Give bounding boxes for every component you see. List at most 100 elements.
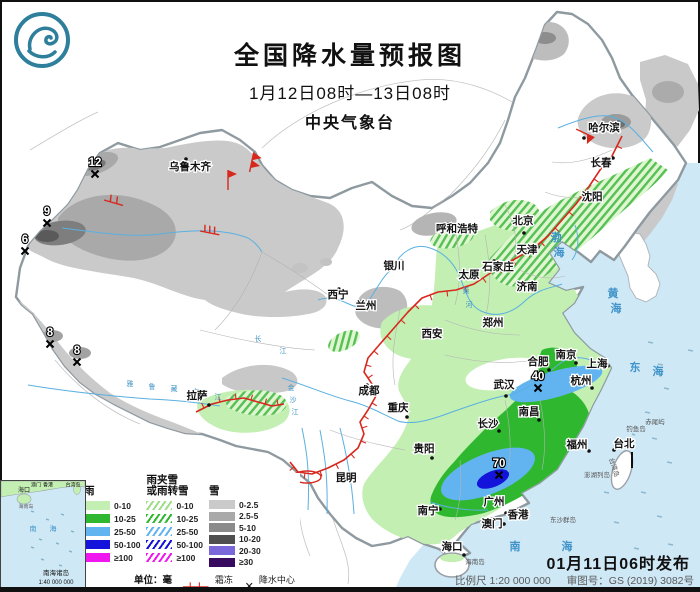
- legend-swatch: [84, 501, 110, 510]
- city-label: 海口: [442, 540, 463, 553]
- precip-center-mark: [72, 357, 82, 367]
- map-scale: 比例尺 1:20 000 000: [455, 575, 551, 587]
- wind-barb-icon: [227, 170, 237, 190]
- frost-tick: [482, 277, 487, 283]
- legend-swatch: [146, 540, 173, 549]
- frost-tick: [373, 387, 380, 391]
- frost-line: [289, 135, 623, 475]
- frost-tick: [264, 398, 268, 405]
- sea-label: 黄: [608, 286, 621, 300]
- city-label: 台北: [614, 437, 635, 450]
- city-label: 银川: [384, 259, 405, 272]
- center-value-icon: ✕: [245, 580, 254, 592]
- river-label: 藏: [171, 384, 178, 393]
- river-label: 黄: [463, 286, 470, 295]
- city-label: 拉萨: [187, 389, 208, 402]
- legend-range-label: ≥30: [238, 557, 254, 568]
- inset-hongkong-label: 香港: [43, 482, 53, 489]
- city-label: 石家庄: [481, 260, 514, 273]
- legend-range-label: 50-100: [114, 539, 141, 550]
- city-dot: [590, 386, 594, 390]
- frost-tick: [201, 402, 205, 409]
- legend-range-label: 5-10: [238, 522, 256, 533]
- city-label: 重庆: [388, 401, 409, 414]
- sea-label: 海: [562, 539, 575, 553]
- city-dot: [365, 383, 369, 387]
- swan-icon: [27, 26, 59, 51]
- wind-barb-icon: [103, 194, 124, 207]
- frost-tick: [303, 472, 306, 479]
- legend-swatch: [208, 546, 235, 556]
- frost-tick: [616, 145, 623, 149]
- city-dot: [430, 456, 434, 460]
- frost-tick: [526, 251, 531, 258]
- river-label: 长: [255, 334, 262, 343]
- island-label: 澎湖列岛: [584, 470, 610, 479]
- legend-group-title: 雪: [208, 485, 220, 497]
- island-label: 钓鱼岛: [626, 424, 646, 433]
- sea-label: 海: [611, 301, 624, 315]
- precip-center-value: 9: [44, 206, 50, 218]
- city-label: 太原: [458, 268, 480, 281]
- legend-swatch: [208, 523, 235, 533]
- precip-center-mark: [494, 470, 504, 480]
- islands: [434, 341, 694, 578]
- frost-tick: [581, 195, 587, 200]
- inset-islands-label: 南海诸岛: [43, 568, 69, 577]
- legend-swatch: [146, 501, 173, 510]
- city-dot: [438, 507, 442, 511]
- river-label: 河: [466, 301, 473, 309]
- city-dot: [519, 281, 523, 285]
- legend-swatch: [84, 553, 110, 562]
- cma-logo: [10, 8, 74, 72]
- precip-center-mark: [42, 218, 52, 228]
- city-dot: [207, 403, 211, 407]
- city-dot: [337, 287, 341, 291]
- city-label: 郑州: [483, 316, 504, 329]
- city-label: 南京: [556, 348, 577, 361]
- legend-range-label: 25-50: [176, 526, 199, 537]
- frost-tick: [554, 227, 560, 233]
- legend-swatch: [208, 534, 235, 544]
- legend-item: ≥30: [208, 557, 261, 569]
- frost-tick: [446, 290, 449, 297]
- precip-center-value: 8: [47, 327, 54, 339]
- legend-item: 0-10: [146, 499, 202, 512]
- island-label: 东沙群岛: [550, 515, 576, 524]
- province-borders: [199, 119, 613, 521]
- frost-tick: [234, 393, 237, 400]
- city-dot: [497, 429, 501, 433]
- city-label: 济南: [517, 280, 538, 293]
- frost-tick: [360, 440, 367, 444]
- city-label: 澳门: [482, 517, 503, 530]
- city-dot: [611, 156, 615, 160]
- legend-swatch: [84, 514, 110, 523]
- city-dot: [612, 448, 616, 452]
- legend-item: 20-30: [208, 545, 261, 557]
- precip-center-value: 40: [532, 371, 545, 383]
- legend-range-label: 10-25: [176, 513, 199, 524]
- inset-hainan-label: 海南岛: [18, 503, 33, 510]
- frost-tick: [350, 453, 355, 459]
- island-label: 海南岛: [465, 557, 485, 566]
- wind-barb-icon: [575, 128, 595, 145]
- city-label: 杭州: [571, 374, 592, 387]
- legend-swatch: [146, 553, 173, 562]
- legend-item: 50-100: [146, 538, 203, 551]
- frost-tick: [605, 162, 611, 167]
- river-label: 雅: [127, 379, 134, 388]
- city-dot: [502, 522, 506, 526]
- wind-barb-layer: [103, 128, 595, 236]
- frost-tick: [289, 466, 295, 471]
- legend-item: 25-50: [84, 525, 140, 538]
- legend-group: 雪 0-2.5 2.5-5 5-10 10-20 20-30 ≥30: [208, 473, 261, 569]
- city-dot: [599, 190, 603, 194]
- frost-tick: [593, 178, 599, 183]
- precip-center-mark: [90, 169, 100, 179]
- sea-label: 海: [653, 364, 666, 378]
- legend-swatch: [146, 527, 173, 536]
- city-dot: [475, 268, 479, 272]
- city-label: 呼和浩特: [436, 222, 478, 235]
- frost-tick: [250, 394, 254, 401]
- frost-tick: [373, 350, 379, 355]
